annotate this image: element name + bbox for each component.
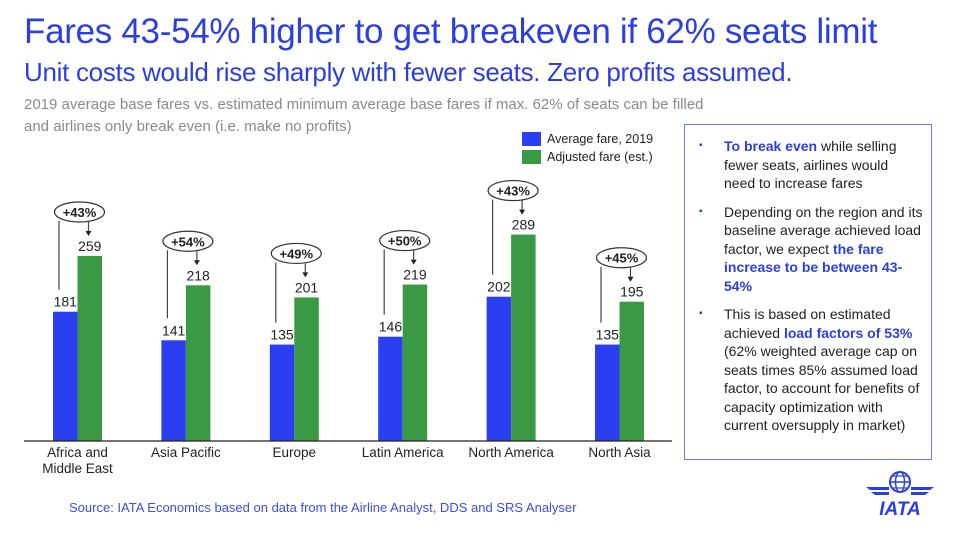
body-text: This is based on estimated achieved: [724, 306, 891, 341]
key-point-text: Depending on the region and its baseline…: [724, 203, 923, 296]
x-tick-label: North America: [468, 445, 554, 460]
data-label-adjusted: 218: [186, 267, 210, 283]
arrow-down-icon: [85, 231, 92, 236]
page-title: Fares 43-54% higher to get breakeven if …: [24, 12, 878, 51]
chart-legend: Average fare, 2019 Adjusted fare (est.): [522, 130, 653, 166]
bar-2019: [486, 296, 512, 441]
bar-2019: [269, 344, 295, 441]
annotation-ellipse: [595, 247, 648, 269]
data-label-2019: 146: [379, 319, 403, 335]
bar-adjusted: [619, 301, 644, 441]
data-label-adjusted: 259: [78, 238, 102, 254]
arrow-down-icon: [519, 209, 526, 215]
bar-adjusted: [402, 284, 428, 441]
bar-adjusted: [294, 297, 319, 441]
key-point-text: To break even while selling fewer seats,…: [724, 137, 923, 193]
chart-description: 2019 average base fares vs. estimated mi…: [24, 96, 704, 135]
x-tick-label: Middle East: [42, 461, 113, 476]
body-text: Depending on the region and its baseline…: [724, 203, 923, 257]
bar-2019: [53, 311, 78, 441]
annotation-ellipse: [487, 179, 539, 202]
legend-item-2019: Average fare, 2019: [522, 130, 653, 148]
annotation-label: +43%: [496, 184, 530, 199]
body-text: while selling fewer seats, airlines woul…: [724, 138, 897, 191]
data-label-adjusted: 195: [620, 284, 644, 300]
legend-label-adjusted: Adjusted fare (est.): [547, 150, 653, 164]
annotation-label: +43%: [63, 205, 97, 220]
data-label-2019: 135: [596, 327, 620, 343]
arrow-down-icon: [193, 260, 200, 266]
annotation-label: +49%: [279, 246, 313, 261]
key-point-text: This is based on estimated achieved load…: [724, 305, 923, 435]
annotation-ellipse: [162, 230, 214, 252]
data-label-2019: 141: [162, 322, 186, 338]
data-label-adjusted: 289: [512, 217, 536, 233]
legend-swatch-adjusted: [522, 150, 541, 164]
bar-adjusted: [511, 234, 536, 441]
iata-logo: IATA: [866, 471, 934, 518]
square-bullet-icon: ▪: [699, 205, 703, 217]
data-label-adjusted: 219: [403, 267, 427, 283]
arrow-down-icon: [302, 272, 309, 278]
legend-item-adjusted: Adjusted fare (est.): [522, 148, 653, 166]
annotation-ellipse: [379, 229, 431, 252]
annotation-label: +45%: [605, 251, 639, 266]
annotation-label: +50%: [388, 234, 422, 249]
key-point: ▪ Depending on the region and its baselin…: [699, 203, 923, 296]
square-bullet-icon: ▪: [699, 140, 703, 151]
bar-2019: [378, 336, 403, 441]
highlight-text: load factors of 53%: [783, 324, 913, 341]
key-point: ▪ This is based on estimated achieved loa…: [699, 305, 923, 435]
highlight-text: To break even: [724, 138, 818, 154]
bar-2019: [595, 344, 620, 441]
legend-swatch-2019: [522, 132, 541, 146]
bar-2019: [161, 340, 186, 441]
square-bullet-icon: ▪: [699, 308, 703, 319]
arrow-down-icon: [627, 276, 634, 282]
bar-adjusted: [77, 256, 102, 441]
data-label-adjusted: 201: [295, 279, 319, 295]
x-tick-label: Asia Pacific: [151, 445, 221, 460]
data-label-2019: 181: [54, 294, 78, 310]
data-label-2019: 202: [487, 279, 511, 295]
source-note: Source: IATA Economics based on data fro…: [69, 500, 577, 515]
logo-text: IATA: [879, 499, 921, 518]
key-points-box: ▪ To break even while selling fewer seats…: [684, 124, 932, 460]
highlight-text: the fare increase to be between 43-54%: [724, 240, 903, 294]
arrow-down-icon: [410, 259, 417, 265]
x-tick-label: Latin America: [362, 445, 444, 460]
body-text: (62% weighted average cap on seats times…: [724, 343, 920, 433]
x-tick-label: Africa and: [47, 445, 108, 460]
annotation-ellipse: [53, 201, 106, 223]
globe-wings-icon: [866, 471, 934, 495]
x-tick-label: North Asia: [588, 445, 651, 460]
annotation-ellipse: [270, 242, 322, 265]
legend-label-2019: Average fare, 2019: [547, 132, 654, 146]
data-label-2019: 135: [270, 327, 294, 343]
annotation-label: +54%: [171, 234, 205, 249]
bar-adjusted: [185, 285, 211, 441]
key-point: ▪ To break even while selling fewer seats…: [699, 137, 923, 193]
page-subtitle: Unit costs would rise sharply with fewer…: [24, 57, 793, 87]
x-tick-label: Europe: [273, 445, 317, 460]
